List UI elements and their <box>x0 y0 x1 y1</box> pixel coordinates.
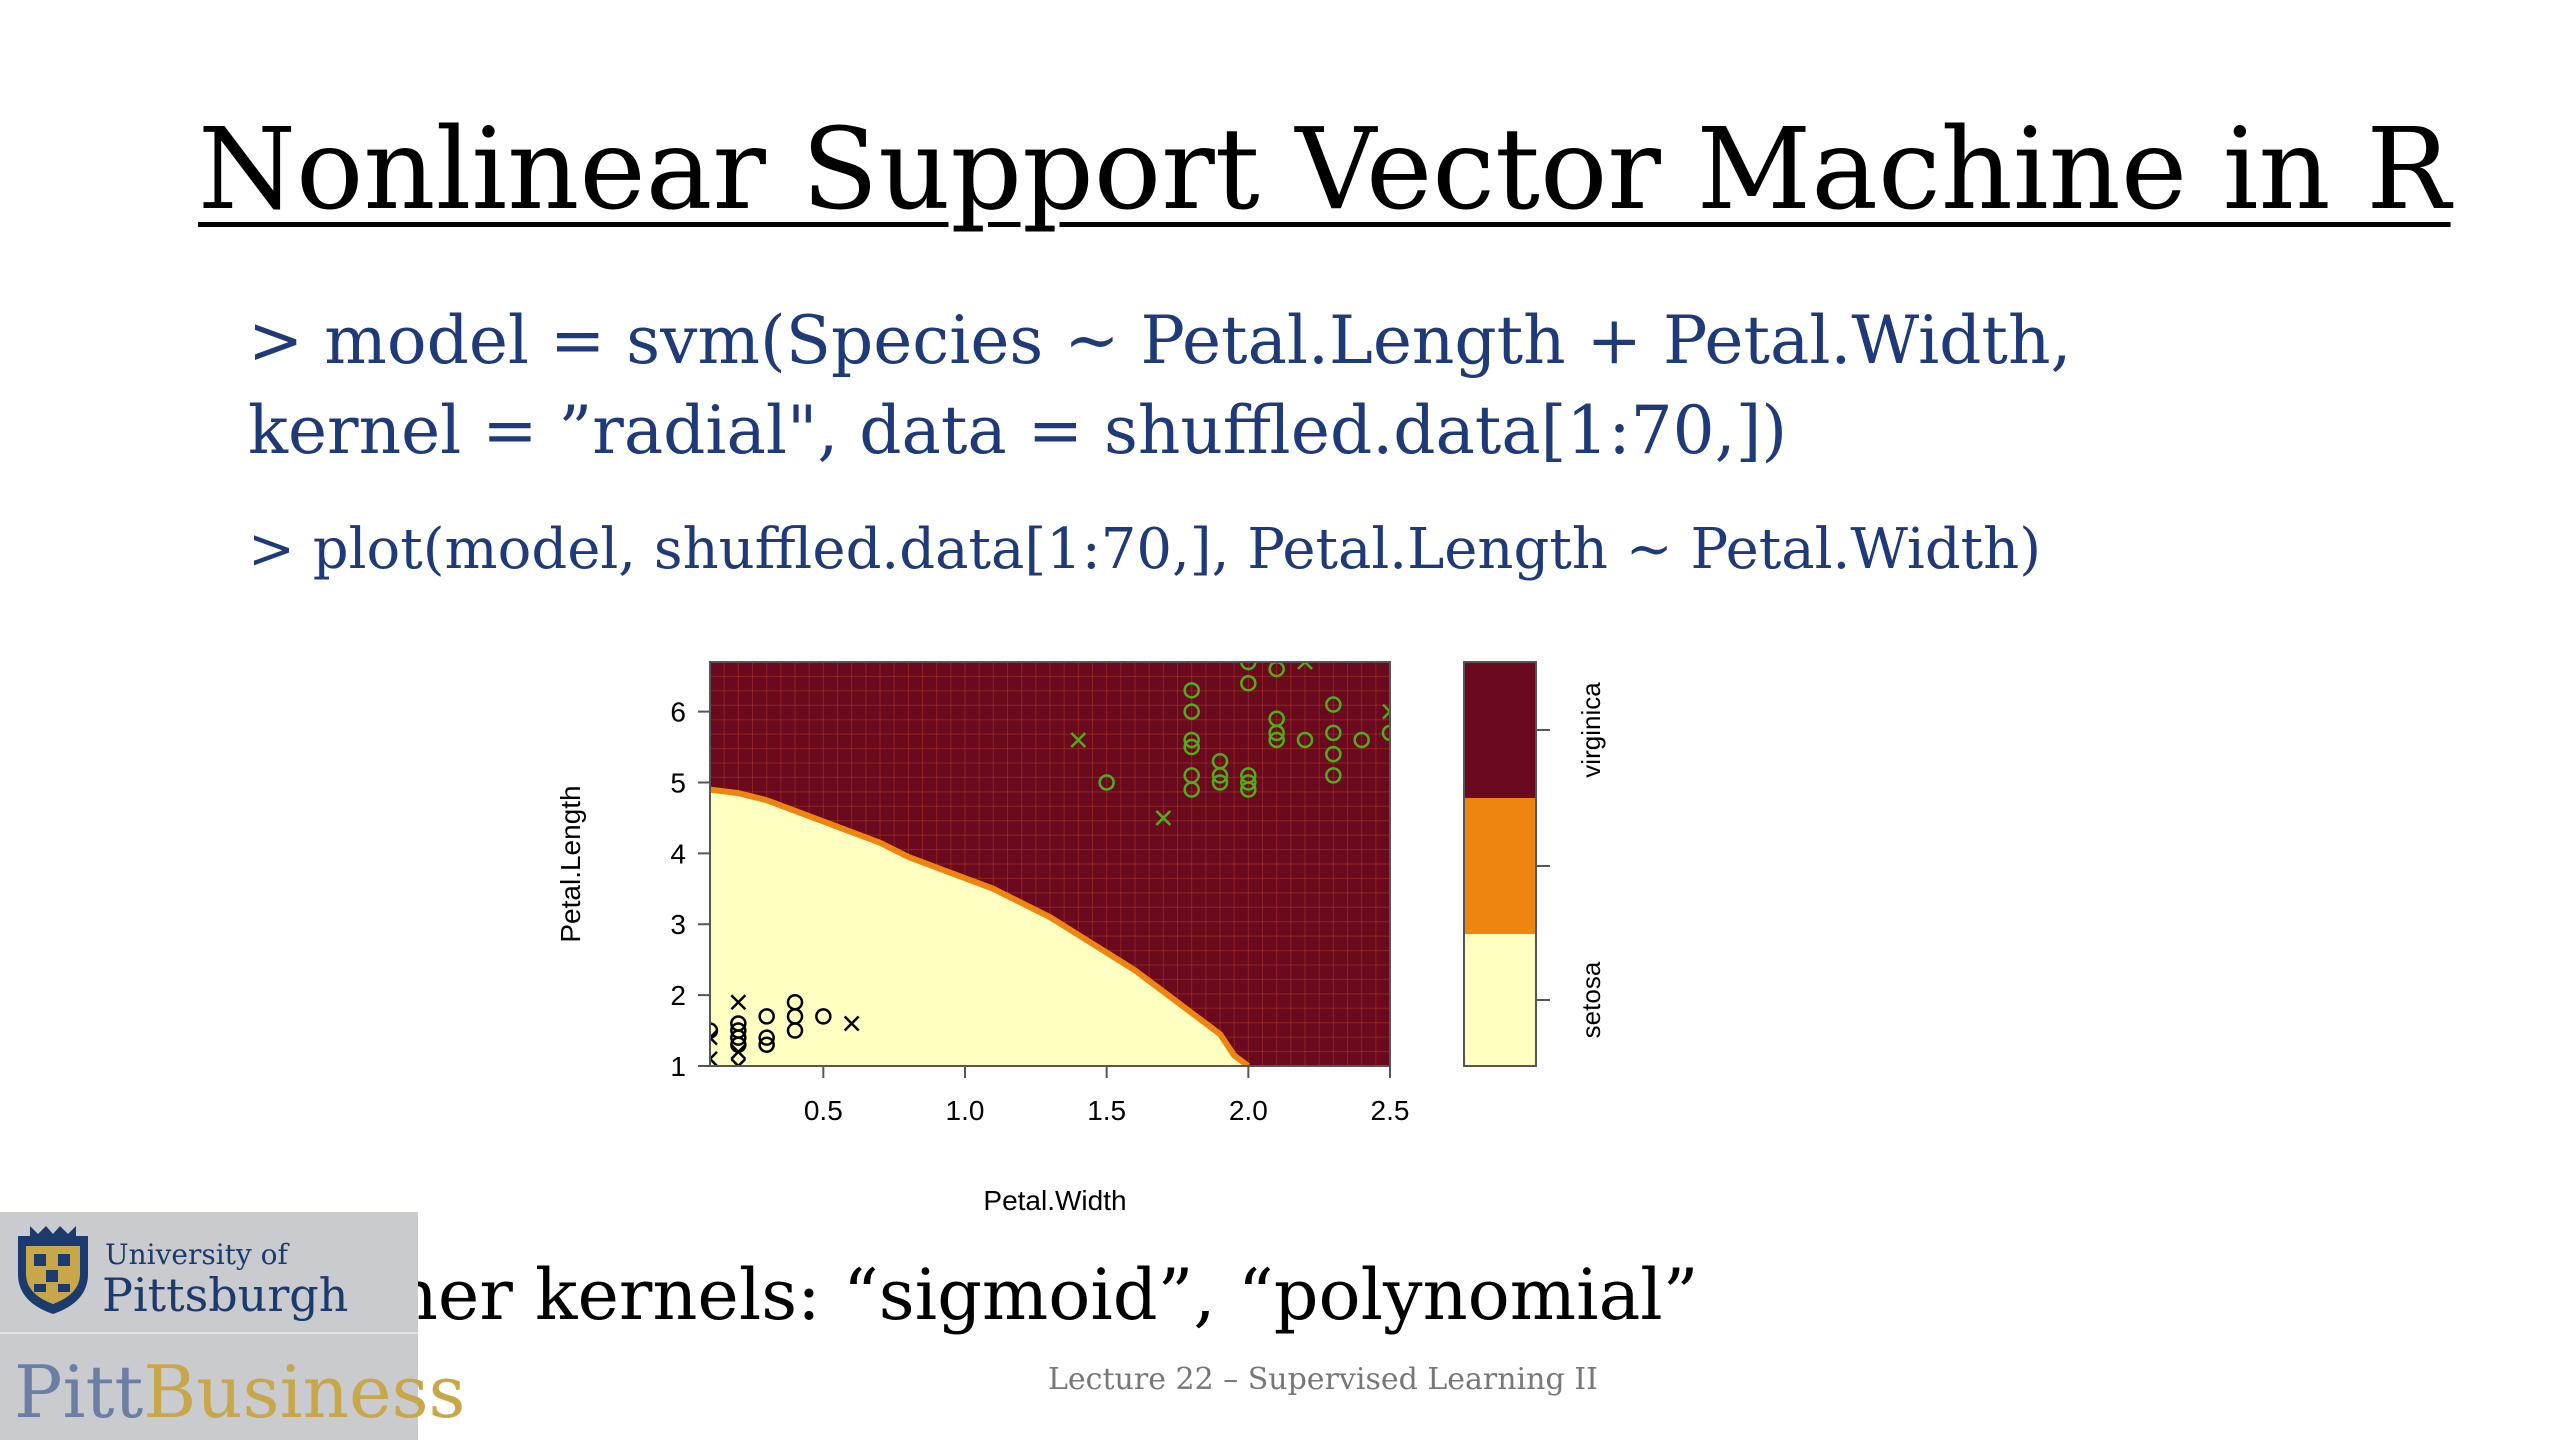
x-tick-label: 1.0 <box>946 1095 985 1126</box>
virginica-point <box>1268 731 1285 749</box>
virginica-point <box>1240 675 1257 692</box>
virginica-point <box>1070 732 1087 748</box>
legend: virginica setosa <box>1463 661 1606 1067</box>
y-tick-label: 1 <box>670 1051 686 1082</box>
y-axis: 1 2 3 4 5 6 <box>670 697 710 1082</box>
svm-classification-plot: 0.5 1.0 1.5 2.0 2.5 1 2 3 4 5 6 Petal.Width Petal… <box>555 661 1606 1216</box>
x-tick-label: 0.5 <box>804 1095 843 1126</box>
y-tick-label: 5 <box>670 767 686 798</box>
virginica-point <box>1155 810 1172 826</box>
wordmark-business: Business <box>143 1350 466 1434</box>
y-tick-label: 4 <box>670 838 686 869</box>
code-line-3: > plot(model, shuffled.data[1:70,], Peta… <box>248 517 2042 582</box>
setosa-point <box>730 1043 747 1060</box>
setosa-region <box>710 789 1249 1066</box>
virginica-point <box>1183 781 1200 798</box>
virginica-point <box>1183 731 1200 749</box>
plot-frame <box>709 661 1391 1067</box>
y-tick-label: 2 <box>670 980 686 1011</box>
virginica-point <box>1325 767 1342 784</box>
legend-frame <box>1463 661 1537 1067</box>
virginica-point <box>1381 724 1390 742</box>
legend-label-setosa: setosa <box>1576 961 1606 1038</box>
setosa-point <box>730 994 747 1011</box>
wordmark-pitt: Pitt <box>14 1350 144 1434</box>
setosa-point <box>730 1058 747 1066</box>
setosa-point <box>786 1022 804 1039</box>
logo-divider <box>0 1332 418 1334</box>
setosa-point <box>710 1022 719 1039</box>
pitt-business-wordmark: PittBusiness <box>14 1350 465 1434</box>
slide-footer: Lecture 22 – Supervised Learning II <box>1048 1362 1598 1397</box>
code-line-2: kernel = ”radial", data = shuffled.data[… <box>248 392 1788 469</box>
y-tick-label: 6 <box>670 697 686 728</box>
legend-setosa-swatch <box>1464 934 1536 1066</box>
x-tick-label: 1.5 <box>1087 1095 1126 1126</box>
virginica-point <box>1325 696 1342 713</box>
virginica-point <box>1382 703 1390 720</box>
legend-versicolor-swatch <box>1464 798 1536 934</box>
virginica-point <box>1353 731 1370 749</box>
virginica-point <box>1325 724 1342 742</box>
logo-university-of: University of <box>105 1238 288 1271</box>
versicolor-boundary <box>710 786 1251 1066</box>
x-axis: 0.5 1.0 1.5 2.0 2.5 <box>804 1066 1410 1126</box>
virginica-point <box>1098 774 1115 791</box>
setosa-point <box>843 1015 860 1032</box>
virginica-point <box>1183 682 1200 699</box>
setosa-point <box>758 1036 775 1053</box>
logo-pittsburgh: Pittsburgh <box>102 1268 349 1322</box>
code-line-1: > model = svm(Species ~ Petal.Length + P… <box>248 302 2072 379</box>
virginica-point <box>1296 731 1314 749</box>
x-tick-label: 2.5 <box>1371 1095 1410 1126</box>
virginica-point <box>1240 774 1257 791</box>
virginica-point <box>1183 738 1200 756</box>
virginica-point <box>1240 781 1257 798</box>
setosa-point <box>815 1008 832 1025</box>
setosa-point <box>710 1029 718 1046</box>
setosa-point <box>730 1029 747 1046</box>
university-logo-block: University of Pittsburgh PittBusiness <box>0 1212 465 1440</box>
virginica-point <box>1211 767 1229 784</box>
virginica-point <box>1240 662 1257 671</box>
pitt-seal-logo <box>18 1226 88 1314</box>
setosa-point <box>758 1029 775 1046</box>
setosa-point <box>710 1051 718 1066</box>
x-tick-label: 2.0 <box>1229 1095 1268 1126</box>
virginica-point <box>1268 724 1285 742</box>
bullet-item: •Other kernels: “sigmoid”, “polynomial” <box>236 1250 1698 1340</box>
legend-virginica-swatch <box>1464 662 1536 798</box>
slide-title: Nonlinear Support Vector Machine in R <box>198 105 2451 235</box>
legend-label-virginica: virginica <box>1576 682 1606 778</box>
virginica-point <box>1183 703 1200 720</box>
x-axis-label: Petal.Width <box>983 1185 1126 1216</box>
bullet-text: Other kernels: “sigmoid”, “polynomial” <box>307 1254 1699 1336</box>
setosa-point <box>758 1008 775 1025</box>
virginica-point <box>1325 745 1342 763</box>
y-tick-label: 3 <box>670 909 686 940</box>
virginica-point <box>1211 774 1229 791</box>
y-axis-label: Petal.Length <box>555 785 586 942</box>
virginica-point <box>1297 662 1313 670</box>
